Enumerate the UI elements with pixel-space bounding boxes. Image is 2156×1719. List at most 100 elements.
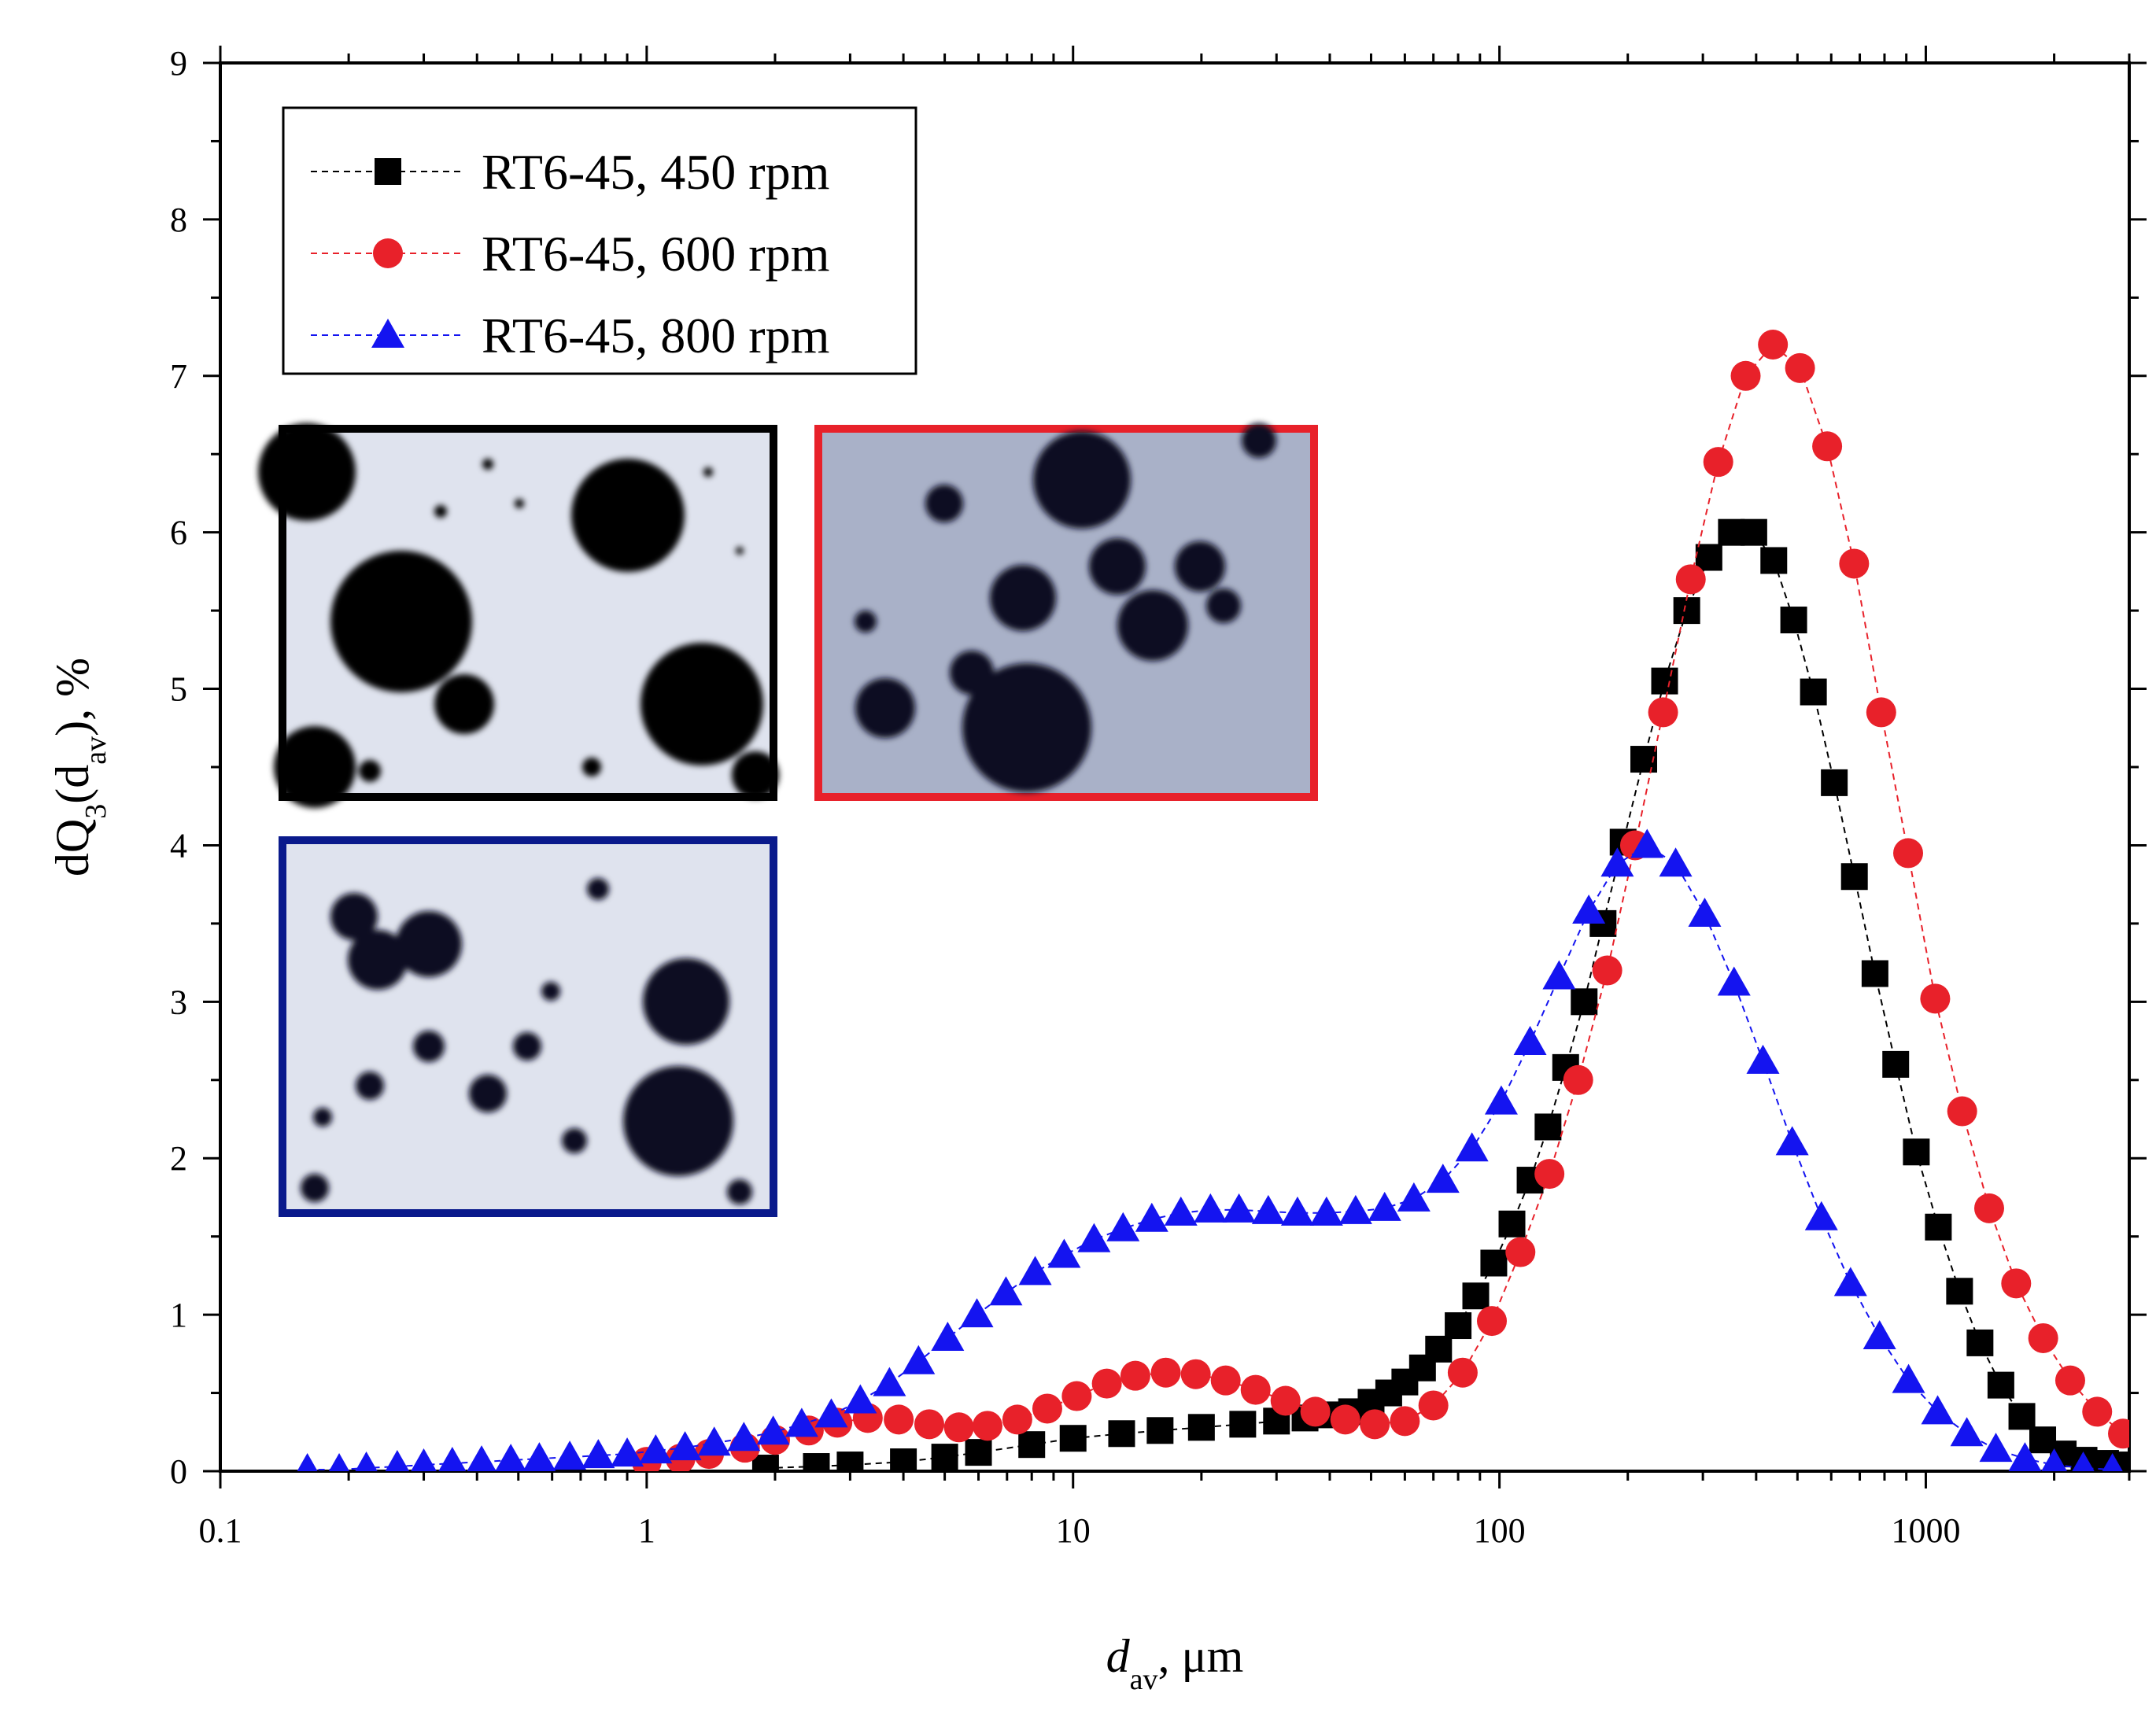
inset-600-particle bbox=[925, 485, 963, 522]
data-point bbox=[1534, 1113, 1562, 1141]
data-point bbox=[2008, 1442, 2042, 1471]
data-point bbox=[385, 1450, 410, 1471]
y-tick-label: 0 bbox=[170, 1452, 187, 1491]
data-point bbox=[1397, 1182, 1431, 1212]
inset-600-particle bbox=[1242, 423, 1276, 458]
data-point bbox=[1648, 697, 1678, 728]
data-point bbox=[1135, 1202, 1168, 1232]
data-point bbox=[1572, 894, 1606, 924]
data-point bbox=[1542, 960, 1576, 990]
data-point bbox=[1360, 1409, 1390, 1440]
data-point bbox=[1534, 1159, 1565, 1190]
data-point bbox=[1505, 1237, 1536, 1267]
inset-600-particle bbox=[1117, 590, 1188, 661]
data-point bbox=[1309, 1196, 1343, 1226]
data-point bbox=[1973, 1193, 2004, 1223]
data-point bbox=[2041, 1448, 2068, 1471]
data-point bbox=[1893, 838, 1924, 869]
y-tick-label: 4 bbox=[170, 826, 187, 865]
x-tick-label: 10 bbox=[1056, 1511, 1091, 1550]
data-point bbox=[1921, 1395, 1955, 1425]
data-point bbox=[1150, 1357, 1181, 1388]
data-point bbox=[1780, 607, 1807, 634]
data-point bbox=[1703, 447, 1733, 478]
data-point bbox=[1180, 1359, 1211, 1389]
data-point bbox=[1120, 1360, 1150, 1391]
data-point bbox=[1476, 1306, 1507, 1337]
data-point bbox=[1688, 897, 1722, 927]
data-point bbox=[1222, 1193, 1256, 1223]
data-point bbox=[1946, 1278, 1973, 1305]
data-point bbox=[1892, 1363, 1925, 1393]
data-point bbox=[1418, 1390, 1449, 1421]
data-point bbox=[1882, 1050, 1910, 1078]
data-point bbox=[1840, 863, 1868, 891]
data-point bbox=[1651, 667, 1678, 695]
data-point bbox=[1106, 1212, 1140, 1241]
data-point bbox=[1718, 518, 1745, 546]
data-point bbox=[1760, 547, 1788, 574]
data-point bbox=[1861, 960, 1888, 987]
data-point bbox=[1455, 1132, 1489, 1162]
y-tick-label: 1 bbox=[170, 1296, 187, 1334]
data-point bbox=[1498, 1210, 1526, 1238]
inset-450-particle bbox=[330, 551, 472, 692]
data-point bbox=[2102, 1453, 2123, 1471]
inset-600-particle bbox=[855, 678, 915, 738]
data-point bbox=[1775, 1126, 1809, 1156]
data-point bbox=[1445, 1312, 1472, 1340]
data-point bbox=[902, 1345, 936, 1374]
data-point bbox=[1426, 1164, 1460, 1193]
data-point bbox=[1480, 1249, 1508, 1277]
y-tick-label: 7 bbox=[170, 357, 187, 396]
data-point bbox=[1194, 1193, 1228, 1223]
data-point bbox=[1839, 548, 1870, 579]
inset-450-particle bbox=[434, 674, 494, 734]
inset-800-particle bbox=[727, 1179, 752, 1204]
data-point bbox=[1863, 1319, 1896, 1349]
data-series bbox=[297, 330, 2129, 1471]
data-point bbox=[1229, 1411, 1257, 1438]
data-point bbox=[1675, 564, 1706, 595]
inset-600-particle bbox=[855, 611, 877, 633]
data-point bbox=[943, 1412, 974, 1443]
data-point bbox=[836, 1452, 864, 1471]
inset-800-particle bbox=[348, 930, 408, 990]
data-point bbox=[1785, 352, 1815, 383]
data-point bbox=[1821, 769, 1848, 796]
inset-800-rpm bbox=[279, 836, 777, 1217]
inset-450-particle bbox=[703, 467, 713, 477]
data-point bbox=[751, 1455, 779, 1471]
x-tick-label: 1000 bbox=[1891, 1511, 1960, 1550]
data-point bbox=[2001, 1268, 2032, 1299]
inset-600-rpm bbox=[814, 423, 1318, 801]
data-point bbox=[1571, 988, 1598, 1016]
data-point bbox=[973, 1411, 1003, 1441]
data-point bbox=[668, 1431, 702, 1461]
data-point bbox=[2008, 1403, 2036, 1430]
data-point bbox=[814, 1398, 848, 1428]
inset-450-rpm bbox=[258, 423, 779, 808]
data-point bbox=[2028, 1322, 2058, 1353]
data-point bbox=[1300, 1396, 1331, 1427]
legend-marker bbox=[371, 319, 404, 348]
data-point bbox=[803, 1453, 830, 1471]
data-point bbox=[467, 1445, 497, 1471]
data-point bbox=[1330, 1404, 1360, 1435]
inset-600-particle bbox=[950, 651, 994, 695]
legend: RT6-45, 450 rpm RT6-45, 600 rpm RT6-45, 80… bbox=[282, 106, 917, 375]
inset-600-particle bbox=[1206, 588, 1241, 623]
data-point bbox=[1108, 1420, 1135, 1448]
data-point bbox=[1338, 1194, 1372, 1224]
inset-800-particle bbox=[643, 958, 729, 1045]
inset-800-particle bbox=[330, 893, 378, 940]
legend-entry: RT6-45, 800 rpm bbox=[311, 308, 829, 363]
data-point bbox=[1018, 1431, 1046, 1459]
series-line bbox=[307, 844, 2113, 1470]
data-point bbox=[931, 1321, 965, 1351]
data-point bbox=[2108, 1418, 2129, 1449]
inset-450-particle bbox=[571, 459, 685, 572]
data-point bbox=[2082, 1396, 2113, 1427]
data-point bbox=[697, 1426, 731, 1456]
